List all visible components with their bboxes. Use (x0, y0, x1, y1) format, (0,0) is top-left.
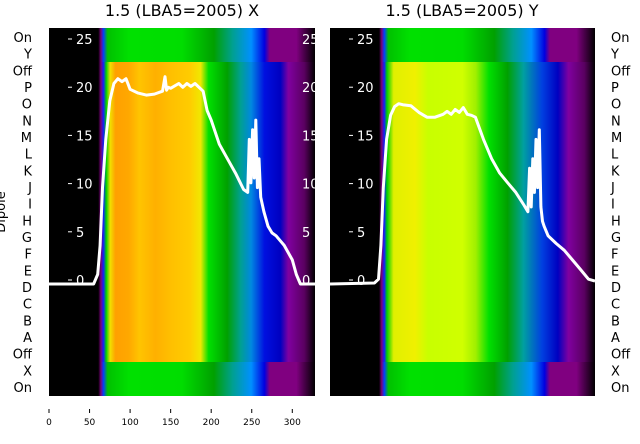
row-label: A (23, 331, 32, 346)
overlay-tick-label: 20 (76, 81, 93, 96)
row-label: G (611, 231, 621, 246)
overlay-line (49, 75, 315, 286)
row-label: E (611, 264, 619, 279)
row-label: J (610, 181, 615, 196)
row-label: Off (611, 64, 631, 79)
overlay-tick-label: 5 (357, 226, 365, 241)
row-label: X (611, 364, 620, 379)
x-tick-label: 250 (243, 418, 260, 428)
heatmap-top-strip (330, 28, 595, 62)
heatmap-top-strip (49, 28, 315, 62)
row-label: I (28, 198, 32, 213)
heatmap-dipole-rows (330, 62, 595, 362)
overlay-tick-label-twin: 10 (302, 178, 319, 193)
row-label: I (611, 198, 615, 213)
row-label: L (25, 148, 33, 163)
row-label: D (611, 281, 621, 296)
row-label: On (611, 31, 629, 46)
overlay-tick-label-twin: 25 (302, 33, 319, 48)
overlay-tick-label: 15 (357, 129, 374, 144)
x-tick-label: 50 (84, 418, 96, 428)
row-label: On (14, 31, 32, 46)
row-label: B (23, 314, 32, 329)
heatmap-bottom-strip (330, 362, 595, 396)
x-tick-label: 200 (203, 418, 220, 428)
overlay-tick-label: 25 (357, 33, 374, 48)
heatmap-bottom-strip (49, 362, 315, 396)
row-label: C (611, 298, 620, 313)
row-label: N (611, 114, 621, 129)
row-label: On (611, 381, 629, 396)
row-label: M (611, 131, 622, 146)
row-label: Y (610, 48, 619, 63)
row-label: C (23, 298, 32, 313)
row-label: D (22, 281, 32, 296)
row-label: O (611, 98, 621, 113)
overlay-tick-label-twin: 5 (302, 226, 310, 241)
heatmap-dipole-rows (49, 62, 315, 362)
overlay-line (330, 102, 595, 286)
overlay-tick-label: 10 (76, 178, 93, 193)
row-label: N (22, 114, 32, 129)
overlay-tick-label-twin: 15 (302, 129, 319, 144)
overlay-tick-label: 25 (76, 33, 93, 48)
row-label: A (611, 331, 620, 346)
row-label: P (611, 81, 619, 96)
row-label: P (24, 81, 32, 96)
row-label: L (611, 148, 619, 163)
overlay-tick-label: 20 (357, 81, 374, 96)
row-label: H (611, 214, 621, 229)
overlay-tick-label: 0 (357, 274, 365, 289)
row-label: K (611, 164, 620, 179)
row-label: H (22, 214, 32, 229)
row-label: J (27, 181, 32, 196)
overlay-tick-label: 5 (76, 226, 84, 241)
row-label: Off (13, 348, 33, 363)
row-label: Off (13, 64, 33, 79)
panel-y-title: 1.5 (LBA5=2005) Y (385, 1, 538, 20)
overlay-tick-label: 10 (357, 178, 374, 193)
panel-x-title: 1.5 (LBA5=2005) X (105, 1, 259, 20)
row-label: B (611, 314, 620, 329)
row-label: Y (23, 48, 32, 63)
row-label: M (21, 131, 32, 146)
overlay-tick-label: 15 (76, 129, 93, 144)
row-label: K (23, 164, 32, 179)
x-tick-label: 100 (122, 418, 139, 428)
row-label: F (611, 248, 618, 263)
row-label: X (23, 364, 32, 379)
overlay-tick-label: 0 (76, 274, 84, 289)
row-label: F (25, 248, 32, 263)
overlay-tick-label-twin: 0 (302, 274, 310, 289)
y-axis-label: Dipole (0, 191, 9, 232)
row-label: On (14, 381, 32, 396)
x-tick-label: 0 (46, 418, 52, 428)
row-label: Off (611, 348, 631, 363)
row-label: O (22, 98, 32, 113)
overlay-tick-label-twin: 20 (302, 81, 319, 96)
x-tick-label: 300 (284, 418, 301, 428)
x-tick-label: 150 (162, 418, 179, 428)
row-label: G (22, 231, 32, 246)
row-label: E (24, 264, 32, 279)
